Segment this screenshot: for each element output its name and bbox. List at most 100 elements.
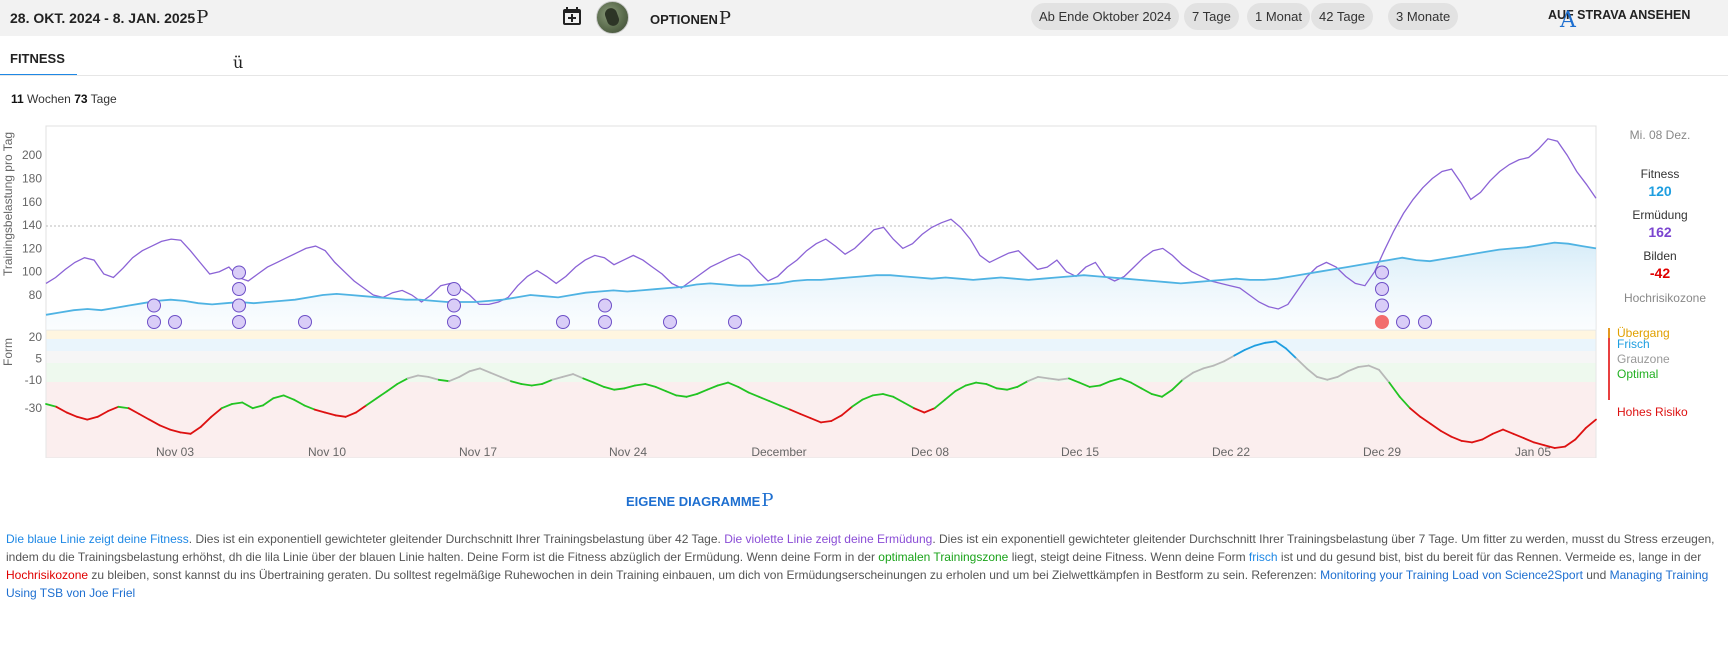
activity-marker: [147, 315, 161, 329]
range-42-days[interactable]: 42 Tage: [1311, 3, 1374, 30]
form-line-segment: [1491, 428, 1504, 435]
form-line-segment: [613, 387, 626, 391]
form-label: Bilden: [1643, 249, 1677, 263]
form-line-segment: [45, 403, 58, 408]
form-line-segment: [799, 412, 812, 420]
range-since-october[interactable]: Ab Ende Oktober 2024: [1031, 3, 1180, 30]
form-line-segment: [1223, 354, 1236, 363]
form-line-segment: [1481, 432, 1494, 441]
form-line-segment: [933, 398, 946, 410]
reference-link-science2sport[interactable]: Monitoring your Training Load von Scienc…: [1320, 568, 1583, 582]
y-tick-bottom: -30: [25, 401, 43, 415]
form-line-segment: [1150, 393, 1163, 398]
form-line-segment: [520, 383, 533, 387]
x-tick-label: Nov 24: [609, 445, 647, 458]
activity-marker: [447, 282, 461, 296]
form-line-segment: [65, 411, 78, 418]
form-line-segment: [344, 411, 357, 418]
x-tick-label: Jan 05: [1515, 445, 1551, 458]
form-line-segment: [127, 407, 140, 415]
form-line-segment: [1450, 435, 1463, 442]
activity-marker: [1375, 282, 1389, 296]
date-range-text: 28. OKT. 2024 - 8. JAN. 2025: [10, 10, 196, 26]
custom-charts-glyph: P: [761, 490, 774, 511]
options-glyph: P: [718, 8, 732, 29]
avatar[interactable]: [596, 1, 629, 34]
form-line-segment: [355, 404, 368, 414]
hover-date: Mi. 08 Dez.: [1629, 128, 1691, 142]
tab-glyph[interactable]: ü: [233, 53, 244, 72]
form-line-segment: [706, 384, 719, 391]
desc-text-3: liegt, steigt deine Fitness. Wenn deine …: [1008, 550, 1249, 564]
form-line-segment: [1037, 375, 1050, 380]
form-line-segment: [1440, 430, 1453, 438]
range-7-days[interactable]: 7 Tage: [1184, 3, 1239, 30]
tab-fitness[interactable]: FITNESS: [0, 44, 77, 76]
form-line-segment: [499, 375, 512, 383]
form-line-segment: [1305, 367, 1318, 378]
form-line-segment: [737, 385, 750, 394]
form-line-segment: [1522, 437, 1535, 444]
form-line-segment: [1409, 407, 1422, 418]
form-line-segment: [241, 401, 254, 410]
form-line-segment: [1295, 357, 1308, 370]
date-range[interactable]: 28. OKT. 2024 - 8. JAN. 2025P: [10, 7, 208, 28]
form-line-segment: [1347, 366, 1360, 373]
y-tick-top: 200: [22, 148, 42, 162]
form-line-segment: [1099, 380, 1112, 387]
form-line-segment: [406, 374, 419, 380]
custom-charts-button[interactable]: EIGENE DIAGRAMMEP: [626, 490, 773, 511]
activity-marker: [598, 298, 612, 313]
desc-text-2: . Dies ist ein exponentiell gewichteter …: [6, 532, 1715, 564]
form-line-segment: [1336, 370, 1349, 378]
range-3-months[interactable]: 3 Monate: [1388, 3, 1459, 30]
form-line-segment: [840, 405, 853, 417]
zone-label-grey: Grauzone: [1617, 352, 1670, 366]
fitness-line: [45, 241, 1597, 316]
form-line-segment: [396, 377, 409, 385]
form-line-segment: [148, 418, 161, 427]
form-line-segment: [582, 377, 595, 384]
form-line-segment: [541, 378, 554, 385]
desc-fatigue-line: Die violette Linie zeigt deine Ermüdung: [724, 532, 933, 546]
form-line-segment: [210, 407, 223, 418]
x-tick-label: Nov 10: [308, 445, 346, 458]
options-button[interactable]: OPTIONENP: [650, 8, 731, 29]
form-line-segment: [189, 425, 202, 435]
view-on-strava-button[interactable]: AUF STRAVA ANSEHEN: [1548, 8, 1691, 22]
form-line-segment: [1047, 377, 1060, 381]
form-line-segment: [169, 428, 182, 434]
desc-text-4: ist und du gesund bist, bist du bereit f…: [1277, 550, 1702, 564]
form-line-segment: [220, 403, 233, 410]
form-line-segment: [665, 390, 678, 397]
form-line-segment: [76, 415, 89, 421]
form-line-segment: [1264, 340, 1277, 344]
fitness-value: 120: [1648, 183, 1672, 199]
form-line-segment: [995, 387, 1008, 391]
form-line-segment: [1016, 380, 1029, 388]
y-tick-bottom: 20: [29, 330, 43, 344]
form-line-segment: [1212, 360, 1225, 367]
reference-link-joe-friel[interactable]: Managing Training Using TSB von Joe Frie…: [6, 568, 1709, 600]
fitness-label: Fitness: [1640, 167, 1680, 181]
desc-text-5: zu bleiben, sonst kannst du ins Übertrai…: [88, 568, 1321, 582]
form-line-segment: [107, 405, 120, 413]
form-line-segment: [592, 381, 605, 388]
form-line-segment: [778, 404, 791, 411]
zone-high-risk-band: [46, 382, 1596, 458]
period-summary: 11 Wochen 73 Tage: [11, 92, 117, 106]
fatigue-value: 162: [1648, 224, 1672, 240]
calendar-add-icon[interactable]: [561, 5, 583, 27]
activity-marker: [1375, 298, 1389, 313]
form-line-segment: [603, 385, 616, 391]
fitness-chart[interactable]: Trainingsbelastung pro Tag Form 200 180 16…: [0, 118, 1620, 458]
zone-status: Hochrisikozone: [1623, 291, 1707, 305]
form-line-segment: [1078, 381, 1091, 388]
form-line-segment: [530, 383, 543, 387]
range-1-month[interactable]: 1 Monat: [1247, 3, 1310, 30]
desc-text-1: . Dies ist ein exponentiell gewichteter …: [188, 532, 725, 546]
form-line-segment: [1119, 377, 1132, 384]
form-line-segment: [1243, 344, 1256, 351]
desc-fitness-line: Die blaue Linie zeigt deine Fitness: [6, 532, 189, 546]
form-line-segment: [1171, 378, 1184, 391]
